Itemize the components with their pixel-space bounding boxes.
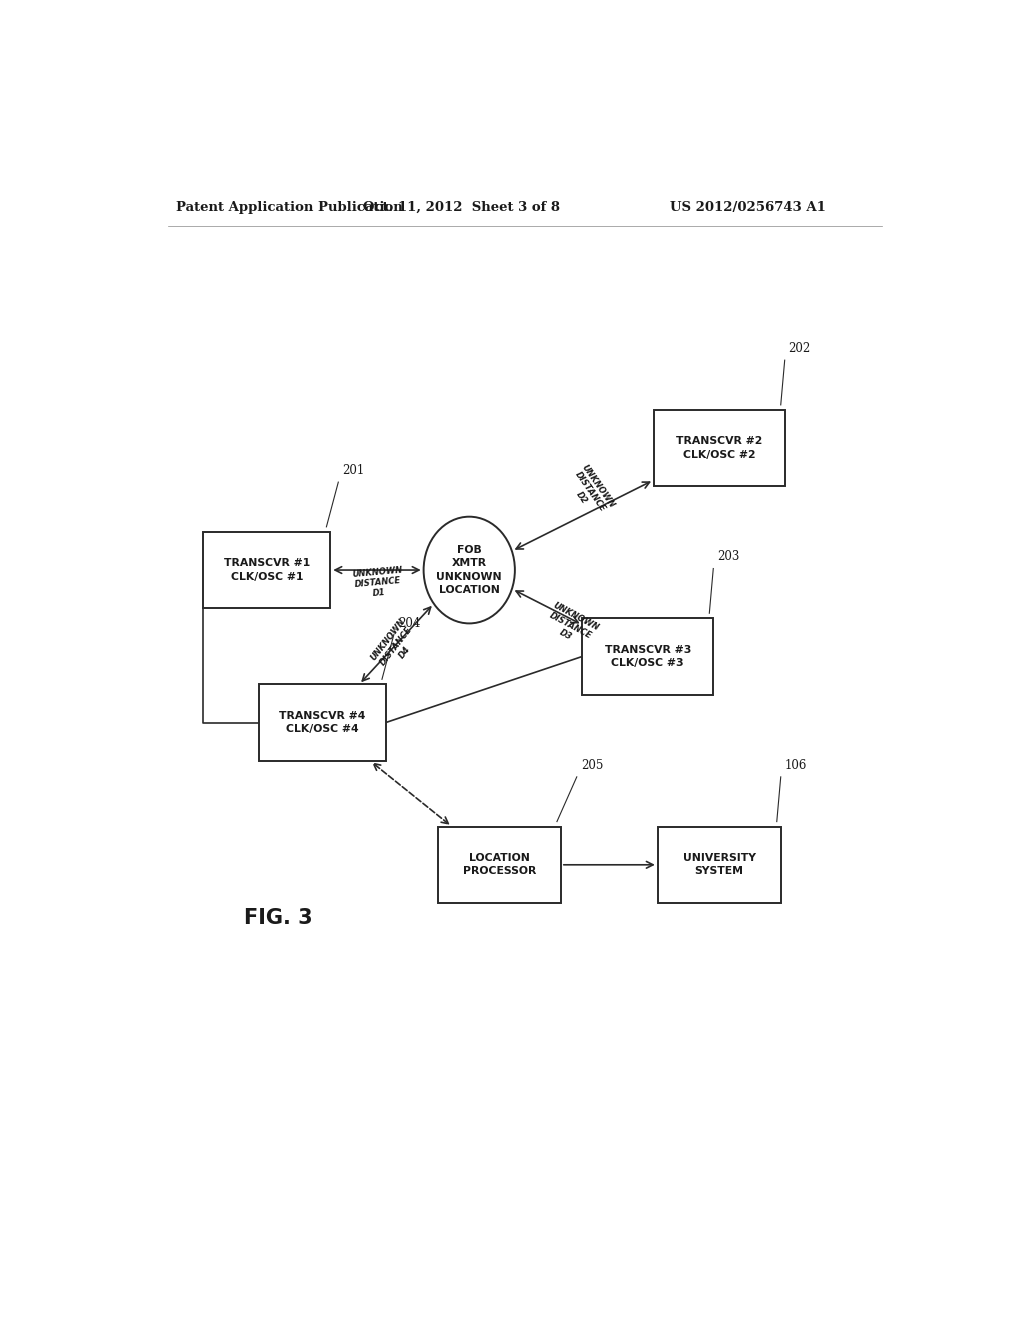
Text: LOCATION
PROCESSOR: LOCATION PROCESSOR [463,853,537,876]
Text: UNKNOWN
DISTANCE
D4: UNKNOWN DISTANCE D4 [369,618,424,676]
Text: 201: 201 [342,465,365,477]
FancyBboxPatch shape [657,826,780,903]
Text: FIG. 3: FIG. 3 [245,908,313,928]
FancyBboxPatch shape [583,618,714,694]
FancyBboxPatch shape [259,684,386,760]
Text: 203: 203 [717,550,739,564]
FancyBboxPatch shape [438,826,561,903]
Ellipse shape [424,516,515,623]
FancyBboxPatch shape [653,411,784,486]
Text: Patent Application Publication: Patent Application Publication [176,201,402,214]
Text: 205: 205 [581,759,603,772]
Text: FOB
XMTR
UNKNOWN
LOCATION: FOB XMTR UNKNOWN LOCATION [436,545,502,595]
Text: TRANSCVR #3
CLK/OSC #3: TRANSCVR #3 CLK/OSC #3 [604,645,691,668]
Text: UNKNOWN
DISTANCE
D3: UNKNOWN DISTANCE D3 [542,601,600,651]
Text: US 2012/0256743 A1: US 2012/0256743 A1 [671,201,826,214]
Text: UNKNOWN
DISTANCE
D1: UNKNOWN DISTANCE D1 [351,565,404,599]
Text: TRANSCVR #2
CLK/OSC #2: TRANSCVR #2 CLK/OSC #2 [676,437,763,459]
Text: 204: 204 [397,616,420,630]
Text: UNKNOWN
DISTANCE
D2: UNKNOWN DISTANCE D2 [563,462,616,521]
Text: Oct. 11, 2012  Sheet 3 of 8: Oct. 11, 2012 Sheet 3 of 8 [362,201,560,214]
Text: 106: 106 [784,759,807,772]
Text: TRANSCVR #1
CLK/OSC #1: TRANSCVR #1 CLK/OSC #1 [224,558,310,582]
Text: 202: 202 [788,342,811,355]
Text: UNIVERSITY
SYSTEM: UNIVERSITY SYSTEM [683,853,756,876]
Text: TRANSCVR #4
CLK/OSC #4: TRANSCVR #4 CLK/OSC #4 [280,711,366,734]
FancyBboxPatch shape [204,532,331,609]
